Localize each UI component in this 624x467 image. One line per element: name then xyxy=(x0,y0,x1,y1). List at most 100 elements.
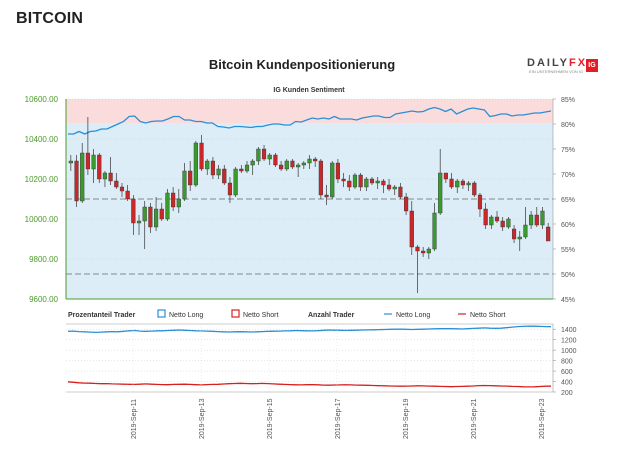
candle-body xyxy=(227,182,233,196)
candle-body xyxy=(261,148,267,160)
legend-left-title: Prozentanteil Trader xyxy=(68,312,136,319)
candle-body xyxy=(546,226,551,242)
candle-body xyxy=(114,180,119,188)
candle-body xyxy=(290,160,295,168)
candle-body xyxy=(85,152,90,170)
candle-body xyxy=(97,154,102,180)
candle-body xyxy=(108,172,113,182)
candle-body xyxy=(443,172,448,180)
candle-body xyxy=(119,186,125,192)
legend: Prozentanteil Trader Netto Long Netto Sh… xyxy=(68,309,505,319)
candle-body xyxy=(404,196,409,212)
page-title: BITCOIN xyxy=(16,10,84,27)
legend-long-line-label: Netto Long xyxy=(396,312,430,319)
candle-body xyxy=(415,246,420,252)
percent-tick-label: 50% xyxy=(561,272,575,279)
date-tick-label: 2019-Sep-11 xyxy=(131,399,138,439)
candle-body xyxy=(80,152,85,202)
candle-body xyxy=(375,180,380,184)
legend-long-box-icon xyxy=(157,309,166,318)
count-tick-label: 1000 xyxy=(561,348,577,355)
net-long-percent-line-path xyxy=(68,106,552,135)
percent-tick-label: 55% xyxy=(561,247,575,254)
candle-body xyxy=(279,164,284,170)
date-tick-label: 2019-Sep-13 xyxy=(199,398,206,439)
candle-body xyxy=(472,182,477,196)
candle-body xyxy=(250,160,255,166)
candle-body xyxy=(307,158,312,164)
candle-body xyxy=(330,162,335,198)
candle-body xyxy=(455,180,460,188)
candle-body xyxy=(301,162,306,166)
candle-body xyxy=(347,180,352,188)
candle-body xyxy=(131,198,136,224)
percent-axis-ticks: 85% 80% 75% 70% 65% 60% 55% 50% 45% xyxy=(553,97,575,304)
candle-body xyxy=(296,164,301,168)
date-tick-label: 2019-Sep-17 xyxy=(335,398,342,439)
candle-body xyxy=(358,174,363,188)
price-tick-label: 9800.00 xyxy=(29,255,58,264)
chart-subtitle: IG Kunden Sentiment xyxy=(273,87,345,94)
candle-body xyxy=(171,192,176,208)
date-tick-label: 2019-Sep-19 xyxy=(403,398,410,439)
candle-body xyxy=(369,178,375,184)
price-tick-label: 10400.00 xyxy=(25,135,59,144)
candle-body xyxy=(233,168,238,196)
percent-tick-label: 75% xyxy=(561,147,575,154)
legend-short-label: Netto Short xyxy=(243,312,278,319)
count-tick-label: 200 xyxy=(561,390,573,397)
percent-tick-label: 65% xyxy=(561,197,575,204)
legend-right-title: Anzahl Trader xyxy=(308,312,355,319)
legend-long-label: Netto Long xyxy=(169,312,203,319)
legend-short-box-icon xyxy=(231,309,240,318)
percent-tick-label: 70% xyxy=(561,172,575,179)
candle-body xyxy=(392,186,397,190)
candle-body xyxy=(176,198,181,208)
candle-body xyxy=(267,154,272,160)
candle-body xyxy=(256,148,261,162)
logo-wordmark: DAILYFX xyxy=(527,57,588,69)
candle-body xyxy=(398,186,403,198)
date-axis-ticks: 2019-Sep-11 2019-Sep-13 2019-Sep-15 2019-Se… xyxy=(131,324,546,439)
candle-body xyxy=(142,206,147,222)
candle-body xyxy=(438,172,443,214)
price-tick-label: 10200.00 xyxy=(25,175,59,184)
candle-body xyxy=(148,206,153,228)
main-plot-area: IG Kunden Sentiment 10600.00 10400.00 1020… xyxy=(25,87,575,304)
date-tick-label: 2019-Sep-21 xyxy=(471,398,478,439)
candle-body xyxy=(222,168,227,184)
chart-title: Bitcoin Kundenpositionierung xyxy=(208,57,396,72)
legend-short-line-label: Netto Short xyxy=(470,312,505,319)
candlestick-series xyxy=(68,117,551,293)
logo-subtitle: EIN UNTERNEHMEN VON IG xyxy=(529,69,584,74)
candle-body xyxy=(517,236,522,240)
candle-body xyxy=(273,154,278,166)
candle-body xyxy=(91,154,96,170)
candle-body xyxy=(284,160,289,170)
count-tick-label: 1200 xyxy=(561,338,577,345)
candle-body xyxy=(324,194,329,198)
candle-body xyxy=(529,214,534,226)
candle-body xyxy=(318,160,323,196)
count-tick-label: 600 xyxy=(561,369,573,376)
candle-body xyxy=(523,224,528,238)
candle-body xyxy=(165,192,170,220)
dailyfx-logo[interactable]: DAILYFX IG EIN UNTERNEHMEN VON IG xyxy=(527,57,599,77)
candle-body xyxy=(313,158,318,162)
candle-body xyxy=(489,216,494,226)
candle-body xyxy=(205,160,210,170)
candle-body xyxy=(426,248,431,254)
candle-body xyxy=(352,174,358,188)
candle-body xyxy=(381,180,386,186)
candle-body xyxy=(239,168,244,172)
candle-body xyxy=(182,170,187,200)
candle-body xyxy=(477,194,483,210)
count-tick-label: 1400 xyxy=(561,327,577,334)
candle-body xyxy=(483,208,488,226)
candle-body xyxy=(421,250,426,254)
percent-tick-label: 45% xyxy=(561,297,575,304)
candle-body xyxy=(125,190,130,200)
candle-body xyxy=(500,220,505,228)
lower-gridlines xyxy=(66,328,553,393)
